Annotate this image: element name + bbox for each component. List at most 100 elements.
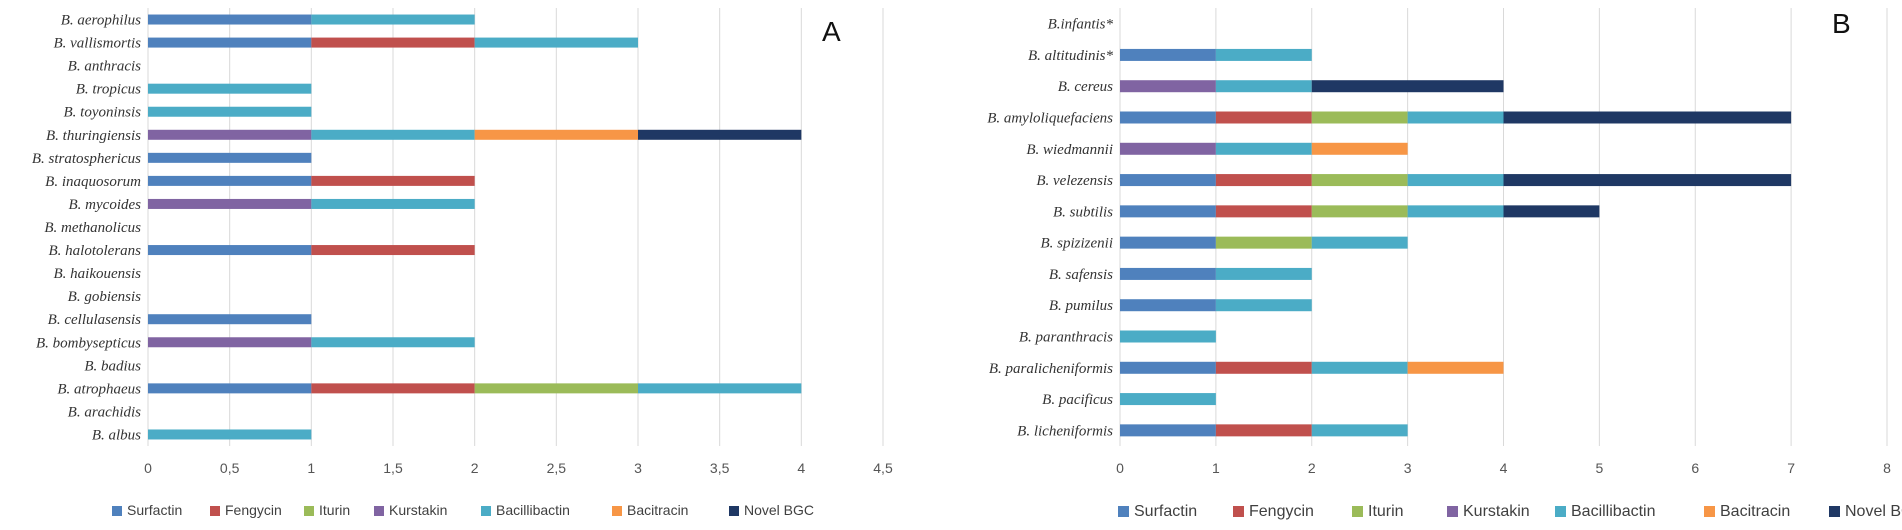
bar-novel-bcg bbox=[1503, 174, 1792, 187]
legend-label: Iturin bbox=[319, 502, 350, 518]
legend-label: Novel BGC bbox=[744, 502, 814, 518]
bar-bacillibactin bbox=[1407, 174, 1504, 187]
category-label: B. altitudinis* bbox=[1028, 48, 1114, 64]
bar-surfactin bbox=[1120, 111, 1216, 124]
bar-bacillibactin bbox=[311, 198, 475, 209]
bar-kurstakin bbox=[148, 129, 312, 140]
category-label: B. cereus bbox=[1058, 79, 1113, 95]
bar-bacillibactin bbox=[1407, 111, 1504, 124]
bar-bacillibactin bbox=[148, 83, 312, 94]
category-label: B. thuringiensis bbox=[46, 128, 141, 144]
legend-label: Bacillibactin bbox=[496, 502, 570, 518]
legend-swatch bbox=[112, 506, 122, 516]
x-tick-label: 3,5 bbox=[710, 460, 730, 476]
bar-bacillibactin bbox=[1215, 142, 1312, 155]
x-tick-label: 3 bbox=[634, 460, 642, 476]
bar-bacillibactin bbox=[1120, 330, 1216, 343]
bar-bacillibactin bbox=[1215, 267, 1312, 280]
bar-bacillibactin bbox=[1215, 80, 1312, 93]
panel-label: B bbox=[1832, 8, 1851, 39]
bar-bacitracin bbox=[1407, 361, 1504, 374]
legend-label: Novel BCG bbox=[1845, 503, 1902, 520]
panel-b: 0 1 2 3 4 5 6 7 8 B.infantis* B. altitudinis* B. ce… bbox=[987, 8, 1902, 520]
bar-fengycin bbox=[311, 245, 475, 256]
bar-bacillibactin bbox=[474, 37, 638, 48]
category-label: B.infantis* bbox=[1048, 17, 1114, 33]
category-label: B. arachidis bbox=[68, 404, 141, 420]
legend-swatch bbox=[612, 506, 622, 516]
bar-surfactin bbox=[148, 37, 312, 48]
category-label: B. spizizenii bbox=[1040, 236, 1113, 252]
bar-bacitracin bbox=[1311, 142, 1408, 155]
x-tick-label: 2 bbox=[1308, 460, 1316, 476]
category-label: B. paranthracis bbox=[1019, 330, 1113, 346]
bar-surfactin bbox=[1120, 267, 1216, 280]
bar-bacillibactin bbox=[1311, 424, 1408, 437]
bar-bacillibactin bbox=[148, 429, 312, 440]
category-label: B. paralicheniformis bbox=[989, 361, 1113, 377]
x-tick-label: 4 bbox=[797, 460, 805, 476]
legend: Surfactin Fengycin Iturin Kurstakin Bacillib… bbox=[112, 502, 814, 518]
x-tick-label: 0 bbox=[144, 460, 152, 476]
bar-fengycin bbox=[311, 383, 475, 394]
category-label: B. haikouensis bbox=[54, 266, 142, 282]
bar-bacitracin bbox=[474, 129, 638, 140]
bar-fengycin bbox=[1215, 205, 1312, 218]
category-label: B. amyloliquefaciens bbox=[987, 111, 1113, 127]
category-label: B. velezensis bbox=[1036, 173, 1113, 189]
bar-fengycin bbox=[1215, 174, 1312, 187]
x-tick-label: 7 bbox=[1787, 460, 1795, 476]
x-tick-label: 3 bbox=[1404, 460, 1412, 476]
bar-surfactin bbox=[148, 245, 312, 256]
category-label: B. pumilus bbox=[1049, 298, 1113, 314]
category-label: B. aerophilus bbox=[61, 13, 141, 29]
category-label: B. inaquosorum bbox=[45, 174, 141, 190]
category-label: B. albus bbox=[92, 427, 141, 443]
bar-bacillibactin bbox=[311, 129, 475, 140]
legend-swatch bbox=[729, 506, 739, 516]
legend-swatch bbox=[374, 506, 384, 516]
legend-label: Iturin bbox=[1368, 503, 1404, 520]
legend-swatch bbox=[304, 506, 314, 516]
bar-novel-bcg bbox=[1311, 80, 1504, 93]
x-tick-label: 2,5 bbox=[547, 460, 567, 476]
category-label: B. safensis bbox=[1049, 267, 1113, 283]
bar-kurstakin bbox=[1120, 80, 1216, 93]
x-tick-label: 0 bbox=[1116, 460, 1124, 476]
bar-kurstakin bbox=[148, 337, 312, 348]
legend-swatch bbox=[481, 506, 491, 516]
bar-iturin bbox=[474, 383, 638, 394]
bar-kurstakin bbox=[1120, 142, 1216, 155]
bar-iturin bbox=[1311, 174, 1408, 187]
bar-fengycin bbox=[1215, 111, 1312, 124]
bar-bacillibactin bbox=[638, 383, 802, 394]
legend-label: Bacitracin bbox=[1720, 503, 1790, 520]
x-tick-label: 2 bbox=[471, 460, 479, 476]
category-label: B. atrophaeus bbox=[57, 381, 141, 397]
legend-swatch bbox=[1352, 506, 1363, 517]
category-label: B. cellulasensis bbox=[48, 312, 141, 328]
legend-swatch bbox=[210, 506, 220, 516]
bar-surfactin bbox=[1120, 424, 1216, 437]
bar-surfactin bbox=[1120, 48, 1216, 61]
x-tick-label: 1,5 bbox=[383, 460, 403, 476]
legend-swatch bbox=[1447, 506, 1458, 517]
bar-surfactin bbox=[148, 14, 312, 25]
x-tick-label: 4 bbox=[1500, 460, 1508, 476]
bar-fengycin bbox=[1215, 361, 1312, 374]
category-label: B. pacificus bbox=[1042, 392, 1113, 408]
bar-kurstakin bbox=[148, 198, 312, 209]
legend-swatch bbox=[1555, 506, 1566, 517]
bar-bacillibactin bbox=[1407, 205, 1504, 218]
legend-label: Bacitracin bbox=[627, 502, 688, 518]
x-tick-label: 0,5 bbox=[220, 460, 240, 476]
category-label: B. toyoninsis bbox=[64, 105, 142, 121]
legend-swatch bbox=[1829, 506, 1840, 517]
x-tick-label: 4,5 bbox=[873, 460, 893, 476]
legend-label: Kurstakin bbox=[1463, 503, 1530, 520]
legend-label: Fengycin bbox=[1249, 503, 1314, 520]
bar-fengycin bbox=[311, 175, 475, 186]
bar-surfactin bbox=[1120, 236, 1216, 249]
bar-iturin bbox=[1215, 236, 1312, 249]
